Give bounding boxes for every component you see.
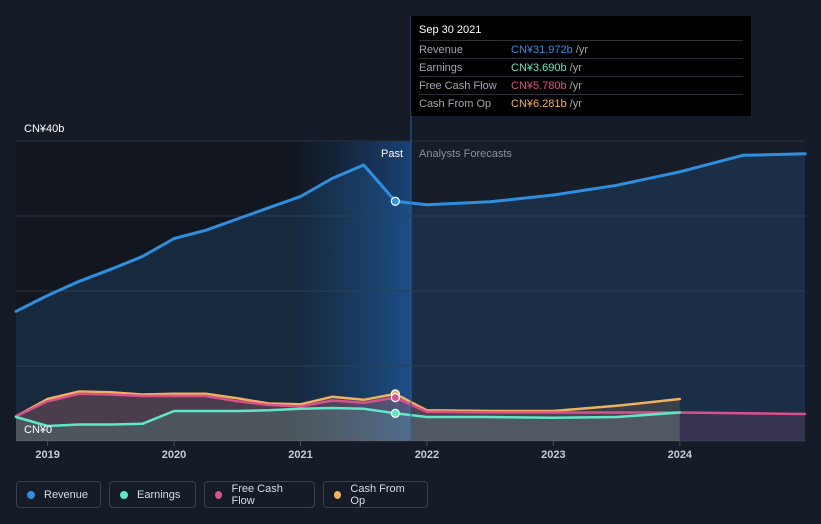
tooltip-row-cash-from-op: Cash From Op CN¥6.281b /yr	[419, 94, 743, 112]
tooltip-value: CN¥3.690b	[511, 61, 567, 74]
legend-dot-icon	[120, 490, 128, 499]
legend-item-revenue[interactable]: Revenue	[16, 481, 101, 508]
legend-label: Cash From Op	[350, 482, 405, 507]
area-earnings	[16, 408, 680, 441]
legend-item-cash-from-op[interactable]: Cash From Op	[323, 481, 428, 508]
forecast-label: Analysts Forecasts	[419, 148, 512, 160]
x-tick-label: 2020	[162, 449, 186, 461]
legend-label: Earnings	[137, 488, 181, 501]
tooltip-label: Cash From Op	[419, 97, 492, 110]
y-tick-label: CN¥0	[24, 424, 52, 436]
legend-dot-icon	[215, 490, 223, 499]
tooltip-unit: /yr	[569, 61, 582, 74]
x-tick-label: 2021	[288, 449, 312, 461]
series-line-free-cash-flow	[14, 392, 807, 418]
marker-revenue	[390, 196, 400, 206]
tooltip-row-free-cash-flow: Free Cash Flow CN¥5.780b /yr	[419, 76, 743, 94]
tooltip-label: Free Cash Flow	[419, 79, 497, 92]
x-tick-label: 2022	[415, 449, 439, 461]
y-tick-label: CN¥40b	[24, 123, 64, 135]
legend-dot-icon	[334, 490, 342, 499]
area-cash-from-op	[16, 391, 680, 441]
series-line-revenue	[14, 152, 807, 313]
tooltip-value: CN¥31.972b	[511, 43, 573, 56]
tooltip-row-earnings: Earnings CN¥3.690b /yr	[419, 58, 743, 76]
legend: Revenue Earnings Free Cash Flow Cash Fro…	[16, 481, 428, 508]
legend-label: Revenue	[44, 488, 89, 501]
tooltip-date: Sep 30 2021	[419, 24, 482, 36]
tooltip-label: Revenue	[419, 43, 464, 56]
past-label: Past	[381, 148, 403, 160]
tooltip-row-revenue: Revenue CN¥31.972b /yr	[419, 40, 743, 58]
tooltip-unit: /yr	[575, 43, 589, 56]
marker-free-cash-flow	[390, 393, 400, 403]
legend-item-free-cash-flow[interactable]: Free Cash Flow	[204, 481, 315, 508]
tooltip-unit: /yr	[569, 79, 582, 92]
tooltip-value: CN¥6.281b	[511, 97, 567, 110]
x-tick-label: 2023	[541, 449, 565, 461]
marker-earnings	[390, 408, 400, 418]
legend-item-earnings[interactable]: Earnings	[109, 481, 196, 508]
tooltip: Sep 30 2021 Revenue CN¥31.972b /yr Earni…	[411, 16, 751, 116]
x-tick-label: 2019	[35, 449, 59, 461]
tooltip-unit: /yr	[569, 97, 582, 110]
x-tick-label: 2024	[668, 449, 693, 461]
tooltip-label: Earnings	[419, 61, 463, 74]
series-line-cash-from-op	[14, 390, 682, 418]
legend-dot-icon	[27, 490, 35, 499]
tooltip-value: CN¥5.780b	[511, 79, 567, 92]
series-line-earnings	[14, 406, 682, 428]
legend-label: Free Cash Flow	[231, 482, 283, 507]
